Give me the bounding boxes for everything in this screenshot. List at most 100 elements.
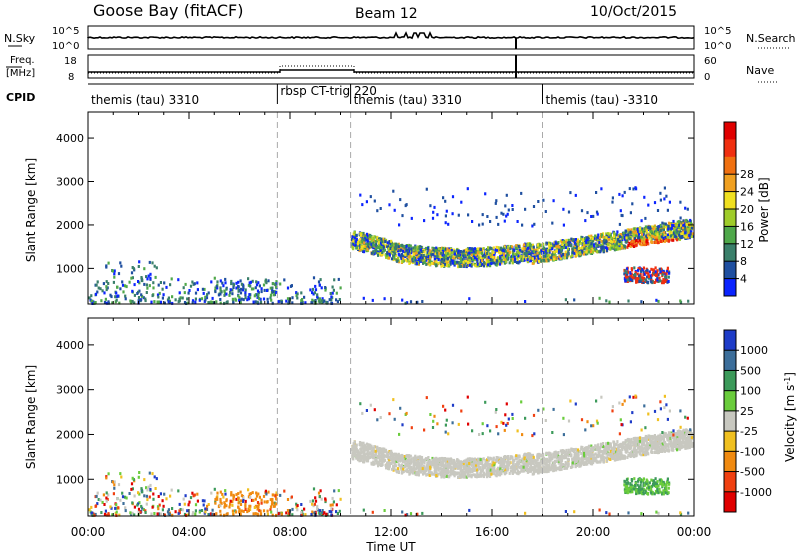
scatter-cell bbox=[508, 463, 511, 467]
scatter-cell bbox=[679, 299, 682, 303]
scatter-cell bbox=[627, 230, 630, 234]
scatter-cell bbox=[144, 509, 147, 513]
scatter-cell bbox=[577, 252, 580, 256]
scatter-cell bbox=[611, 196, 614, 200]
scatter-cell bbox=[656, 209, 660, 212]
scatter-cell bbox=[186, 509, 189, 513]
scatter-cell bbox=[260, 287, 263, 291]
scatter-cell bbox=[191, 491, 194, 495]
scatter-cell bbox=[198, 298, 201, 302]
scatter-cell bbox=[658, 276, 661, 280]
scatter-cell bbox=[408, 251, 411, 255]
scatter-cell bbox=[287, 300, 291, 303]
scatter-cell bbox=[387, 256, 391, 260]
scatter-cell bbox=[571, 254, 574, 258]
scatter-cell bbox=[498, 262, 502, 266]
scatter-cell bbox=[648, 437, 651, 441]
scatter-cell bbox=[646, 268, 649, 272]
scatter-cell bbox=[689, 232, 692, 236]
scatter-cell bbox=[509, 466, 512, 470]
scatter-cell bbox=[633, 237, 637, 241]
scatter-cell bbox=[547, 259, 550, 263]
scatter-cell bbox=[312, 487, 316, 491]
scatter-cell bbox=[183, 502, 186, 506]
scatter-cell bbox=[394, 464, 398, 468]
scatter-cell bbox=[608, 442, 611, 446]
scatter-cell bbox=[188, 500, 191, 504]
scatter-cell bbox=[242, 497, 245, 501]
scatter-cell bbox=[244, 499, 247, 503]
scatter-cell bbox=[453, 460, 456, 464]
scatter-cell bbox=[629, 211, 632, 215]
scatter-cell bbox=[137, 510, 140, 514]
scatter-cell bbox=[402, 257, 405, 261]
scatter-cell bbox=[184, 494, 187, 498]
scatter-cell bbox=[405, 203, 408, 207]
scatter-cell bbox=[244, 505, 247, 508]
scatter-cell bbox=[613, 234, 616, 238]
freq-label: Freq. bbox=[10, 55, 35, 66]
scatter-cell bbox=[214, 290, 217, 294]
scatter-cell bbox=[228, 505, 231, 509]
scatter-cell bbox=[365, 200, 368, 204]
scatter-cell bbox=[499, 255, 502, 259]
scatter-cell bbox=[519, 248, 522, 252]
scatter-cell bbox=[167, 296, 170, 300]
scatter-cell bbox=[503, 245, 506, 249]
scatter-cell bbox=[504, 254, 507, 258]
scatter-cell bbox=[384, 240, 387, 243]
scatter-cell bbox=[598, 296, 601, 300]
scatter-cell bbox=[169, 283, 172, 287]
scatter-cell bbox=[533, 253, 536, 257]
scatter-cell bbox=[676, 220, 679, 224]
scatter-cell bbox=[238, 298, 241, 302]
scatter-cell bbox=[157, 507, 160, 511]
scatter-cell bbox=[367, 243, 370, 246]
scatter-cell bbox=[230, 279, 233, 283]
scatter-cell bbox=[623, 235, 626, 239]
scatter-cell bbox=[525, 252, 528, 256]
scatter-cell bbox=[657, 241, 660, 245]
scatter-cell bbox=[630, 231, 634, 234]
scatter-cell bbox=[663, 271, 666, 275]
scatter-cell bbox=[626, 245, 629, 249]
scatter-cell bbox=[602, 235, 605, 239]
scatter-cell bbox=[107, 472, 110, 476]
scatter-cell bbox=[374, 239, 377, 243]
scatter-cell bbox=[475, 250, 478, 254]
scatter-cell bbox=[530, 250, 533, 254]
scatter-cell bbox=[630, 243, 633, 246]
scatter-cell bbox=[613, 248, 616, 252]
scatter-cell bbox=[451, 212, 454, 216]
scatter-cell bbox=[595, 191, 598, 194]
scatter-cell bbox=[321, 299, 324, 303]
scatter-cell bbox=[237, 286, 240, 290]
scatter-cell bbox=[136, 503, 139, 507]
scatter-cell bbox=[618, 235, 621, 239]
scatter-cell bbox=[266, 289, 269, 292]
scatter-cell bbox=[690, 226, 693, 230]
scatter-cell bbox=[257, 291, 260, 295]
scatter-cell bbox=[255, 280, 258, 284]
scatter-cell bbox=[668, 200, 671, 204]
scatter-cell bbox=[558, 255, 561, 259]
scatter-cell bbox=[235, 298, 238, 302]
scatter-cell bbox=[152, 497, 155, 501]
scatter-cell bbox=[580, 241, 583, 245]
scatter-cell bbox=[525, 248, 528, 252]
scatter-cell bbox=[223, 289, 226, 293]
scatter-cell bbox=[600, 235, 603, 238]
scatter-cell bbox=[470, 247, 474, 251]
scatter-cell bbox=[337, 489, 340, 493]
scatter-cell bbox=[493, 256, 496, 259]
scatter-cell bbox=[204, 507, 207, 511]
scatter-cell bbox=[659, 279, 662, 283]
scatter-cell bbox=[395, 242, 398, 246]
scatter-cell bbox=[583, 449, 586, 453]
scatter-cell bbox=[690, 235, 693, 239]
scatter-cell bbox=[609, 247, 612, 251]
scatter-cell bbox=[133, 494, 136, 498]
scatter-cell bbox=[388, 241, 392, 245]
scatter-cell bbox=[464, 254, 467, 258]
scatter-cell bbox=[178, 509, 181, 513]
